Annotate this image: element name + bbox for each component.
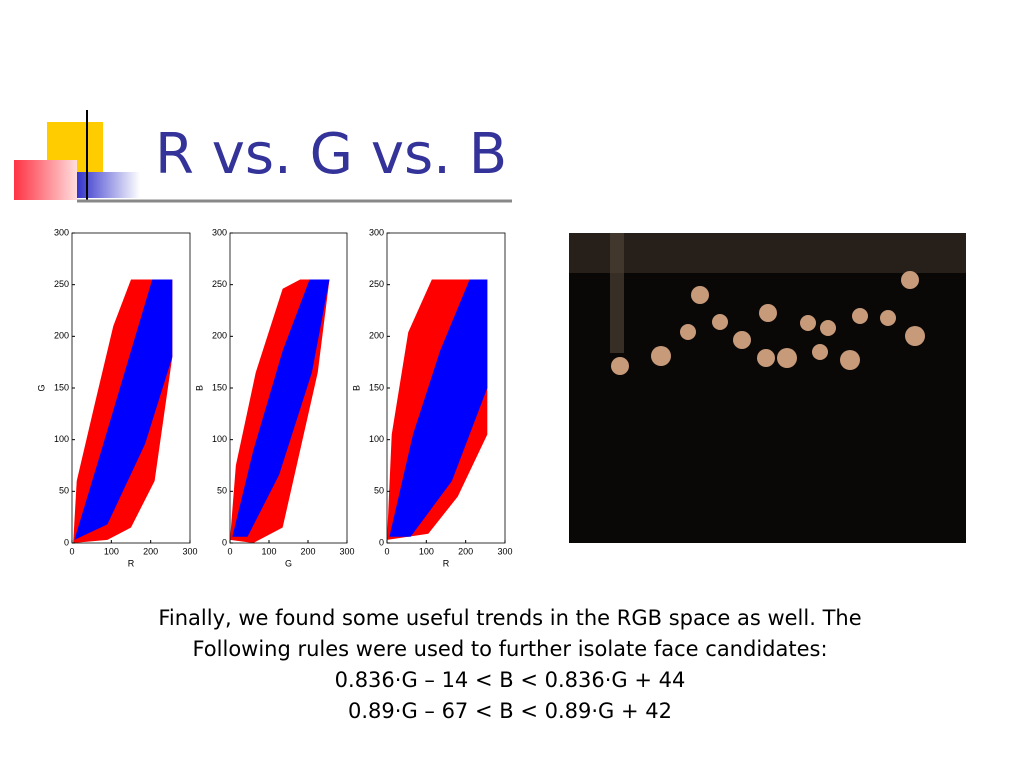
y-tick-label: 300 <box>54 227 69 237</box>
x-tick-label: 0 <box>69 546 74 556</box>
x-tick-label: 200 <box>300 546 315 556</box>
body-text: Finally, we found some useful trends in … <box>158 606 861 723</box>
y-tick-label: 0 <box>222 537 227 547</box>
y-axis-label: G <box>36 384 46 391</box>
y-tick-label: 50 <box>59 486 69 496</box>
blue-cloud <box>389 279 488 537</box>
body-line: Following rules were used to further iso… <box>192 637 827 661</box>
x-tick-label: 100 <box>104 546 119 556</box>
y-tick-label: 200 <box>369 331 384 341</box>
y-tick-label: 0 <box>64 537 69 547</box>
x-axis-label: R <box>128 558 135 568</box>
body-line: Finally, we found some useful trends in … <box>158 606 861 630</box>
body-line: 0.836·G – 14 < B < 0.836·G + 44 <box>335 668 686 692</box>
slide-title: R vs. G vs. B <box>155 122 507 187</box>
body-line: 0.89·G – 67 < B < 0.89·G + 42 <box>348 699 672 723</box>
x-axis-label: R <box>443 558 450 568</box>
x-tick-label: 200 <box>143 546 158 556</box>
x-tick-label: 100 <box>419 546 434 556</box>
x-tick-label: 200 <box>458 546 473 556</box>
y-tick-label: 50 <box>374 486 384 496</box>
y-tick-label: 150 <box>212 382 227 392</box>
y-tick-label: 100 <box>212 434 227 444</box>
y-tick-label: 250 <box>212 279 227 289</box>
y-tick-label: 300 <box>212 227 227 237</box>
x-tick-label: 300 <box>182 546 197 556</box>
y-tick-label: 250 <box>54 279 69 289</box>
y-tick-label: 150 <box>54 382 69 392</box>
y-tick-label: 200 <box>54 331 69 341</box>
y-tick-label: 250 <box>369 279 384 289</box>
y-axis-label: B <box>194 385 204 391</box>
x-tick-label: 0 <box>227 546 232 556</box>
x-axis-label: G <box>285 558 292 568</box>
x-tick-label: 100 <box>261 546 276 556</box>
y-tick-label: 300 <box>369 227 384 237</box>
y-tick-label: 150 <box>369 382 384 392</box>
y-tick-label: 0 <box>379 537 384 547</box>
x-tick-label: 0 <box>384 546 389 556</box>
y-tick-label: 50 <box>217 486 227 496</box>
plots: 0 50 100 150 200 250 300 0 100 200 300 R G 0 50 100 150 2… <box>36 227 512 568</box>
y-tick-label: 100 <box>369 434 384 444</box>
x-tick-label: 300 <box>497 546 512 556</box>
y-axis-label: B <box>351 385 361 391</box>
blue-cloud <box>74 279 173 540</box>
y-tick-label: 100 <box>54 434 69 444</box>
photo <box>569 233 966 543</box>
y-tick-label: 200 <box>212 331 227 341</box>
blue-cloud <box>232 279 330 537</box>
x-tick-label: 300 <box>339 546 354 556</box>
deco-red <box>14 160 77 200</box>
